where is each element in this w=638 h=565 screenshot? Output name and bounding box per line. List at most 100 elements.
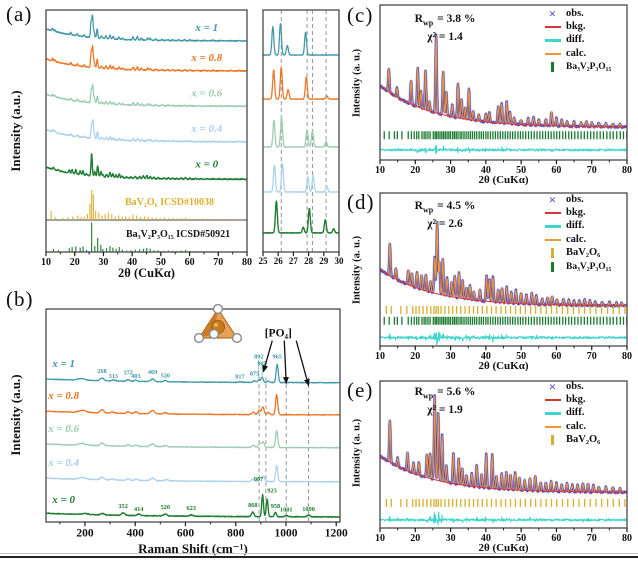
x-tick-label: 40 [481,165,491,176]
panel-d-yaxis-title: Intensity (a. u.) [351,235,363,305]
peak-label: 414 [134,506,144,513]
peak-label: 623 [187,505,196,512]
legend-line-symbol [544,220,561,232]
panel-d-xaxis-title: 2θ (CuKα) [478,360,529,372]
x-tick-label: 27 [289,256,299,266]
x-tick-label: 10 [375,165,385,176]
rwp-value: Rwp = 5.6 % [365,386,525,400]
series-curve [46,393,340,416]
panel-e-xaxis-title: 2θ (CuKα) [478,542,529,554]
x-tick-label: 20 [410,533,420,544]
legend-line-symbol [544,394,561,406]
series-label: x = 0 [194,158,218,170]
legend-item: × obs. [544,7,611,20]
chi2-value: χ² = 1.4 [427,31,463,44]
legend-item: Ba₃V₂P₃O₁₅ [544,61,611,74]
refinement-stats-d: Rwp = 4.5 % χ² = 2.6 [365,200,525,230]
x-tick-label: 60 [551,351,561,362]
legend-item: diff. [544,407,600,420]
series-curve [46,84,247,108]
legend-label: diff. [566,220,585,232]
refinement-stats-e: Rwp = 5.6 % χ² = 1.9 [365,386,525,416]
legend-line-symbol [544,207,561,219]
diff-curve [380,511,627,526]
po4-arrow [295,340,310,387]
x-tick-label: 80 [622,165,632,176]
legend-item: BaV₂O₆ [544,434,600,447]
legend-label: bkg. [566,21,586,33]
peak-label: 403 [131,373,140,380]
diff-curve [380,331,627,346]
series-label: x = 1 [194,22,218,34]
series-curve [46,493,340,518]
e-plot-area [380,393,627,526]
legend-item: calc. [544,420,600,433]
plot-border [262,9,340,253]
x-tick-label: 800 [227,528,245,540]
x-tick-label: 80 [242,257,252,268]
peak-label: 875 [250,371,259,378]
peak-label: 905 [257,360,266,367]
x-tick-label: 50 [156,257,166,268]
legend-item: Ba₃V₂P₃O₁₅ [544,260,611,273]
peak-label: 352 [118,503,127,510]
panel-e-tag: (e) [347,378,374,402]
po4-arrow [262,340,273,373]
series-curve [46,429,340,449]
panel-c-yaxis-title: Intensity (a. u.) [351,48,363,118]
rwp-number: = 3.8 % [437,13,476,25]
x-tick-label: 30 [446,351,456,362]
x-tick-label: 80 [622,351,632,362]
x-tick-label: 70 [587,165,597,176]
x-tick-label: 600 [177,528,195,540]
x-tick-label: 400 [127,528,145,540]
peak-label: 469 [148,369,157,376]
panel-a-xaxis-title: 2θ (CuKα) [118,266,175,280]
series-label: x = 1 [51,358,75,370]
panel-b-xaxis-title: Raman Shift (cm⁻¹) [138,541,248,556]
legend-label: Ba₃V₂P₃O₁₅ [566,62,612,73]
x-tick-label: 60 [551,533,561,544]
series-label: x = 0.6 [190,87,223,99]
peak-label: 817 [235,374,244,381]
legend-item: × obs. [544,193,611,206]
legend-tick-symbol [544,247,561,259]
legend-tick-symbol [544,61,561,73]
x-tick-label: 40 [481,533,491,544]
panel-c-chart: 10 20 30 40 50 60 70 80 [375,4,632,176]
legend-line-symbol [544,234,561,246]
po4-arrow [282,340,289,385]
a_inset-plot-area [263,10,339,252]
divider-line [0,556,638,558]
legend-item: diff. [544,220,611,233]
series-curve [46,153,247,181]
x-tick-label: 28 [304,256,314,266]
phase-tick-row-green [383,316,627,325]
legend-label: bkg. [566,394,586,406]
peak-label: 925 [267,487,276,494]
peak-label: 965 [272,354,281,361]
x-tick-label: 40 [481,351,491,362]
x-tick-label: 10 [375,351,385,362]
legend-line-symbol [544,407,561,419]
rwp-value: Rwp = 3.8 % [365,13,525,27]
c-plot-area [380,33,627,155]
x-tick-label: 1000 [274,528,297,540]
panel-a-chart: 10 20 30 40 50 60 70 80 x = 1 x = 0.8 x = 0.6 x = 0… [41,9,344,268]
x-tick-label: 20 [410,351,420,362]
x-tick-label: 30 [446,533,456,544]
legend-line-symbol [544,48,561,60]
x-tick-label: 20 [410,165,420,176]
legend-x-symbol: × [548,5,557,21]
series-curve [46,14,247,42]
x-tick-label: 80 [622,533,632,544]
x-tick-label: 40 [127,257,137,268]
series-curve [263,23,339,56]
d-plot-area [380,220,627,346]
series-label: Ba₃V₂P₃O₁₅ ICSD#50921 [126,229,230,240]
po4-tetrahedron-icon [193,303,243,344]
legend-line-symbol [544,421,561,433]
panel-a-tag: (a) [6,2,33,26]
x-tick-label: 70 [213,257,223,268]
